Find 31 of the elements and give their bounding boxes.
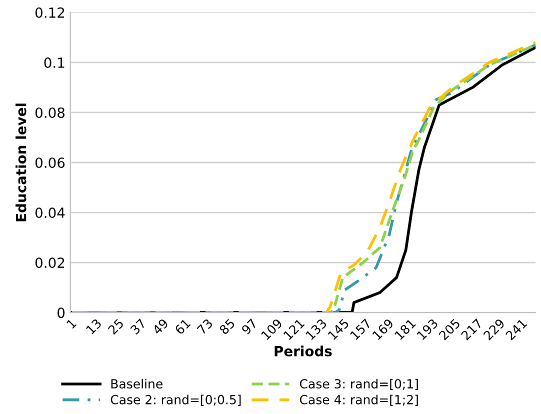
x-tick-label: 13 (86, 318, 102, 335)
x-tick-label: 229 (482, 318, 506, 340)
y-tick-label: 0.04 (35, 207, 65, 218)
x-tick-label: 1 (66, 318, 77, 329)
x-tick-label: 241 (505, 318, 528, 340)
x-tick-label: 145 (328, 318, 350, 340)
y-tick-label: 0.1 (44, 57, 64, 68)
x-tick-label: 109 (260, 318, 283, 340)
x-tick-label: 49 (152, 318, 169, 336)
x-tick-label: 37 (130, 318, 146, 335)
y-tick-label: 0.08 (35, 107, 65, 118)
x-tick-label: 169 (372, 318, 394, 340)
x-tick-label: 121 (283, 318, 305, 340)
y-tick-label: 0.12 (35, 7, 64, 18)
x-tick-label: 73 (196, 318, 214, 335)
y-tick-label: 0.06 (35, 157, 65, 168)
x-tick-label: 181 (394, 318, 416, 340)
x-tick-label: 133 (305, 318, 328, 340)
x-axis-title: Periods (274, 346, 332, 356)
y-axis-title: Education level (16, 104, 26, 222)
x-tick-label: 61 (174, 318, 191, 335)
y-tick-label: 0.02 (35, 258, 64, 268)
legend-label: Case 4: rand=[1;2] (300, 394, 418, 406)
y-tick-label: 0 (58, 308, 65, 318)
legend-label: Case 3: rand=[0;1] (300, 378, 418, 390)
x-tick-label: 97 (240, 318, 258, 335)
x-tick-label: 193 (416, 318, 438, 340)
legend-label: Case 2: rand=[0;0.5] (110, 394, 241, 406)
x-tick-label: 85 (218, 318, 236, 335)
legend-label: Baseline (111, 378, 162, 389)
x-tick-label: 25 (108, 318, 124, 335)
